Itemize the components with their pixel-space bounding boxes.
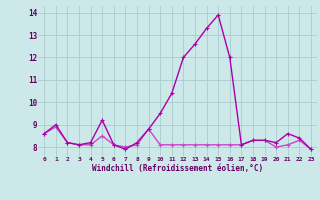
X-axis label: Windchill (Refroidissement éolien,°C): Windchill (Refroidissement éolien,°C) [92, 164, 263, 173]
